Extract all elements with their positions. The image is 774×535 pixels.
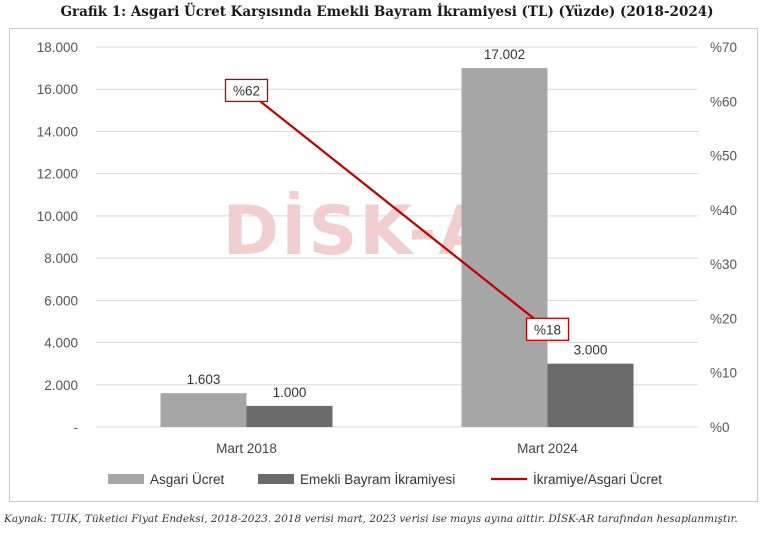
bars [160, 68, 634, 427]
legend-swatch [258, 474, 294, 484]
y2-tick-label: %20 [710, 311, 737, 326]
chart-frame: DİSK-AR -2.000 4.000 6.000 8.000 10.000 12.00… [9, 28, 758, 502]
y-tick-label: 16.000 [37, 82, 78, 97]
y-tick-label: 8.000 [44, 251, 78, 266]
bar [461, 68, 548, 427]
y2-tick-label: %30 [710, 257, 737, 272]
category-label: Mart 2024 [517, 441, 578, 456]
chart-title: Grafik 1: Asgari Ücret Karşısında Emekli… [60, 4, 714, 20]
bar [246, 405, 333, 427]
bar [160, 393, 247, 427]
legend-label: Asgari Ücret [150, 472, 225, 487]
y2-tick-label: %40 [710, 203, 737, 218]
legend-label: İkramiye/Asgari Ücret [533, 472, 662, 487]
y-tick-label: 14.000 [37, 124, 78, 139]
y2-tick-label: %60 [710, 94, 737, 109]
bar [547, 363, 634, 427]
bar-value-label: 3.000 [574, 343, 608, 358]
y2-tick-label: %70 [710, 40, 737, 55]
legend: Asgari Ücret Emekli Bayram İkramiyesi İkra… [108, 472, 662, 487]
gridlines [96, 46, 698, 428]
ratio-line [245, 89, 549, 331]
bar-value-label: 1.603 [187, 372, 221, 387]
bar-value-label: 1.000 [273, 385, 307, 400]
y-tick-label: 4.000 [44, 336, 78, 351]
y-tick-label: 10.000 [37, 209, 78, 224]
y2-axis-ticks: %0 %10 %20 %30 %40 %50 %60 %70 [710, 40, 737, 435]
y-axis-ticks: - 2.000 4.000 6.000 8.000 10.000 12.000 14.000 1… [37, 40, 78, 435]
ratio-value-label: %18 [534, 322, 561, 337]
ratio-callout-box [224, 78, 269, 103]
y-tick-label: 18.000 [37, 40, 78, 55]
legend-swatch [108, 474, 144, 484]
y-tick-label: - [74, 420, 79, 435]
category-label: Mart 2018 [216, 441, 277, 456]
bar-value-label: 17.002 [484, 47, 525, 62]
source-note: Kaynak: TÜİK, Tüketici Fiyat Endeksi, 20… [4, 513, 738, 525]
y-tick-label: 12.000 [37, 167, 78, 182]
y2-tick-label: %0 [710, 420, 730, 435]
y-tick-label: 6.000 [44, 293, 78, 308]
category-labels: Mart 2018 Mart 2024 [216, 441, 578, 456]
legend-label: Emekli Bayram İkramiyesi [300, 472, 455, 487]
ratio-value-label: %62 [233, 83, 260, 98]
ratio-callout-box [525, 317, 570, 341]
y2-tick-label: %10 [710, 366, 737, 381]
bar-labels: 1.603 1.000 17.002 3.000 [187, 47, 608, 400]
ratio-line-group: %62 %18 [224, 78, 570, 341]
chart-svg: DİSK-AR -2.0004.0006.0008.00010.00012.00… [37, 40, 737, 487]
y-tick-label: 2.000 [44, 378, 78, 393]
y2-tick-label: %50 [710, 149, 737, 164]
